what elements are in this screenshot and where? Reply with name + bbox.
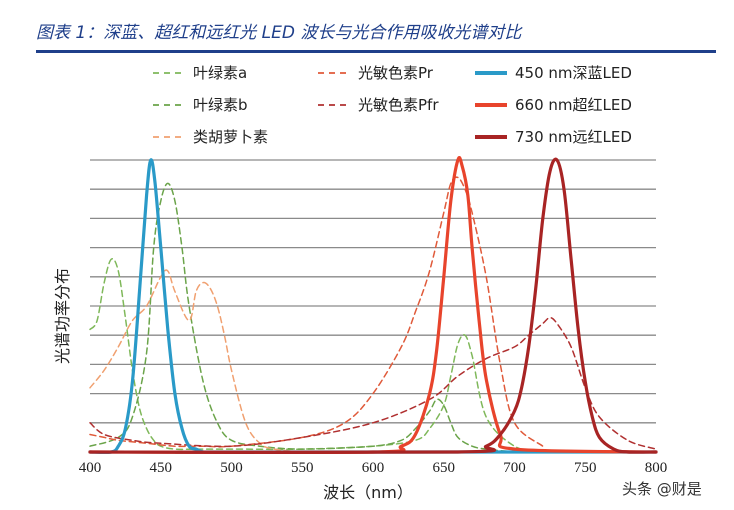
- source-watermark: 头条 @财是: [622, 480, 702, 498]
- x-tick-label: 800: [645, 460, 668, 476]
- series-line: [89, 176, 544, 448]
- legend-label: 730 nm远红LED: [515, 128, 632, 146]
- legend-label: 叶绿素a: [193, 64, 247, 82]
- legend-label: 类胡萝卜素: [193, 128, 268, 146]
- series-line: [89, 182, 516, 453]
- x-tick-labels: 400 450 500 550 600 650 700 750 800: [79, 460, 668, 476]
- legend-label: 光敏色素Pfr: [358, 96, 439, 114]
- figure-title: 图表 1：深蓝、超红和远红光 LED 波长与光合作用吸收光谱对比: [36, 23, 522, 43]
- legend-label: 660 nm超红LED: [515, 96, 632, 114]
- series-line: [88, 156, 658, 455]
- series-line: [89, 269, 304, 453]
- series-line: [89, 316, 657, 450]
- series-lines: [88, 156, 658, 455]
- y-axis-label: 光谱功率分布: [53, 268, 72, 364]
- x-tick-label: 750: [574, 460, 597, 476]
- x-tick-label: 600: [362, 460, 385, 476]
- legend: 叶绿素a 叶绿素b 类胡萝卜素 光敏色素Pr 光敏色素Pfr 450 nm深蓝LED 660…: [153, 64, 632, 146]
- x-tick-label: 500: [220, 460, 243, 476]
- series-line: [88, 157, 658, 455]
- series-line: [89, 258, 544, 453]
- legend-label: 450 nm深蓝LED: [515, 64, 632, 82]
- x-tick-label: 700: [503, 460, 526, 476]
- legend-label: 叶绿素b: [193, 96, 248, 114]
- x-tick-label: 650: [433, 460, 456, 476]
- x-axis-label: 波长（nm）: [323, 483, 413, 502]
- x-tick-label: 400: [79, 460, 102, 476]
- title-rule: [36, 50, 716, 53]
- legend-label: 光敏色素Pr: [358, 64, 434, 82]
- x-tick-label: 550: [291, 460, 314, 476]
- x-tick-label: 450: [150, 460, 173, 476]
